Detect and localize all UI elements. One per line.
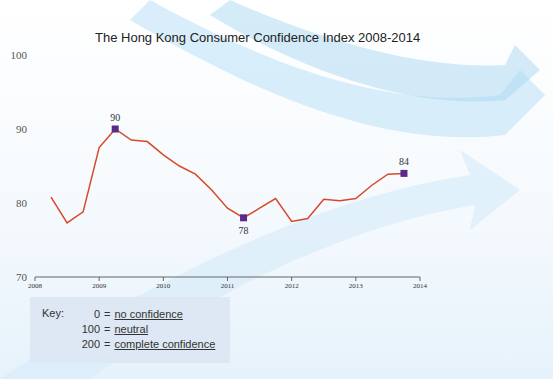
html-text:The Hong Kong Consumer Confide: The Hong Kong Consumer Confidence Index … bbox=[95, 30, 421, 45]
svg-text:84: 84 bbox=[399, 156, 409, 167]
svg-text:70: 70 bbox=[16, 271, 28, 283]
svg-text:2009: 2009 bbox=[92, 282, 107, 290]
html-text:100 = neutral: 100 = neutral bbox=[81, 323, 149, 335]
svg-text:2012: 2012 bbox=[285, 282, 300, 290]
svg-text:2014: 2014 bbox=[413, 282, 428, 290]
svg-text:90: 90 bbox=[110, 112, 120, 123]
svg-text:100: 100 bbox=[11, 49, 28, 61]
svg-text:80: 80 bbox=[16, 197, 28, 209]
svg-text:2008: 2008 bbox=[28, 282, 43, 290]
svg-text:78: 78 bbox=[239, 225, 249, 236]
svg-text:90: 90 bbox=[16, 123, 28, 135]
svg-text:2010: 2010 bbox=[156, 282, 171, 290]
html-text:200 = complete confidence: 200 = complete confidence bbox=[81, 338, 216, 350]
svg-text:2013: 2013 bbox=[349, 282, 364, 290]
html-text:Key:: Key: bbox=[42, 307, 64, 319]
svg-text:2011: 2011 bbox=[221, 282, 235, 290]
html-text:0 = no confidence: 0 = no confidence bbox=[93, 308, 183, 320]
